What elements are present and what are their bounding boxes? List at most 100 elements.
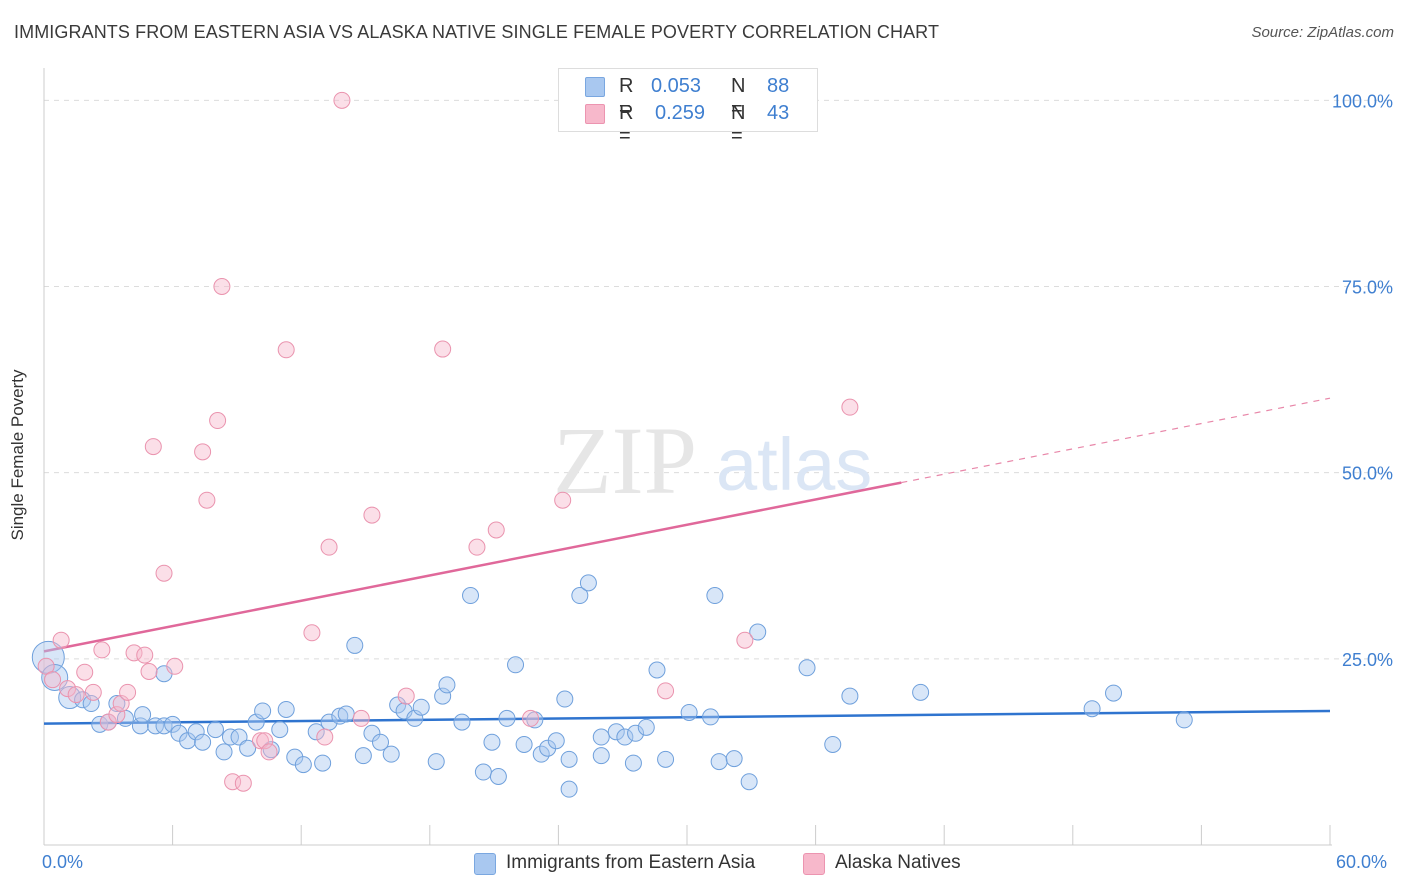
trend-line-alaska-native: [43, 481, 902, 653]
trend-lines: [43, 397, 1331, 725]
point-eastern-asia: [146, 717, 164, 735]
point-alaska-native: [468, 538, 486, 556]
x-axis-min-label: 0.0%: [42, 852, 84, 872]
point-eastern-asia: [1175, 711, 1193, 729]
point-eastern-asia: [507, 656, 525, 674]
point-eastern-asia: [194, 733, 212, 751]
point-alaska-native: [320, 538, 338, 556]
point-alaska-native: [736, 631, 754, 649]
axes: [43, 68, 1332, 846]
point-eastern-asia: [286, 748, 304, 766]
point-eastern-asia: [363, 724, 381, 742]
point-alaska-native: [194, 443, 212, 461]
point-alaska-native: [108, 706, 126, 724]
point-eastern-asia: [657, 750, 675, 768]
point-eastern-asia: [215, 743, 233, 761]
point-alaska-native: [316, 728, 334, 746]
point-alaska-native: [303, 624, 321, 642]
point-eastern-asia: [372, 733, 390, 751]
point-eastern-asia: [749, 623, 767, 641]
point-eastern-asia: [131, 717, 149, 735]
legend-r-value: 0.053: [651, 75, 702, 97]
legend-n-value: 88: [767, 75, 790, 97]
point-alaska-native: [125, 644, 143, 662]
point-eastern-asia: [438, 676, 456, 694]
point-eastern-asia: [155, 717, 173, 735]
point-eastern-asia: [483, 733, 501, 751]
point-eastern-asia: [206, 721, 224, 739]
point-eastern-asia: [474, 763, 492, 781]
point-alaska-native: [76, 663, 94, 681]
point-eastern-asia: [616, 728, 634, 746]
point-alaska-native: [277, 341, 295, 359]
point-eastern-asia: [725, 750, 743, 768]
point-eastern-asia: [706, 587, 724, 605]
point-alaska-native: [363, 506, 381, 524]
point-alaska-native: [67, 686, 85, 704]
point-eastern-asia: [271, 721, 289, 739]
point-alaska-native: [434, 340, 452, 358]
point-eastern-asia: [382, 745, 400, 763]
point-eastern-asia: [556, 690, 574, 708]
point-eastern-asia: [331, 707, 349, 725]
watermark: ZIP atlas: [553, 407, 872, 514]
watermark-zip: ZIP: [553, 407, 697, 514]
legend-r-label: R =: [619, 102, 634, 147]
point-alaska-native: [198, 491, 216, 509]
point-eastern-asia: [912, 683, 930, 701]
point-alaska-native: [554, 491, 572, 509]
point-eastern-asia: [187, 723, 205, 741]
point-eastern-asia: [571, 587, 589, 605]
point-eastern-asia: [824, 735, 842, 753]
point-eastern-asia: [462, 587, 480, 605]
point-eastern-asia: [427, 753, 445, 771]
point-eastern-asia: [515, 735, 533, 753]
point-alaska-native: [140, 662, 158, 680]
trend-line-alaska-native-extension: [901, 397, 1331, 484]
point-alaska-native: [44, 671, 62, 689]
watermark-atlas: atlas: [716, 423, 872, 506]
legend-r-value: 0.259: [655, 102, 706, 124]
source-label: Source: ZipAtlas.com: [1251, 24, 1394, 41]
point-eastern-asia: [230, 728, 248, 746]
y-tick-label: 75.0%: [1342, 278, 1393, 298]
point-eastern-asia: [277, 700, 295, 718]
legend-swatch-pink: [585, 104, 605, 124]
point-alaska-native: [99, 713, 117, 731]
point-alaska-native: [260, 743, 278, 761]
point-alaska-native: [397, 687, 415, 705]
point-eastern-asia: [354, 747, 372, 765]
point-alaska-native: [144, 438, 162, 456]
point-eastern-asia: [740, 773, 758, 791]
point-eastern-asia: [798, 659, 816, 677]
point-eastern-asia: [579, 574, 597, 592]
point-eastern-asia: [710, 753, 728, 771]
legend-r-label: R =: [619, 75, 634, 120]
point-eastern-asia: [841, 687, 859, 705]
point-alaska-native: [213, 278, 231, 296]
correlation-legend: R = 0.053 N = 88 R = 0.259 N = 43: [558, 68, 818, 147]
point-eastern-asia: [434, 687, 452, 705]
point-alaska-native: [234, 774, 252, 792]
point-eastern-asia: [337, 705, 355, 723]
point-eastern-asia: [648, 661, 666, 679]
point-alaska-native: [155, 564, 173, 582]
point-alaska-native: [166, 657, 184, 675]
point-alaska-native: [119, 683, 137, 701]
point-eastern-asia: [254, 702, 272, 720]
point-eastern-asia: [164, 715, 182, 733]
point-eastern-asia: [314, 754, 332, 772]
legend-swatch-blue: [585, 77, 605, 97]
point-eastern-asia: [607, 723, 625, 741]
point-eastern-asia: [170, 724, 188, 742]
point-eastern-asia: [389, 696, 407, 714]
point-eastern-asia: [82, 695, 100, 713]
point-eastern-asia: [627, 724, 645, 742]
y-tick-label: 100.0%: [1332, 91, 1393, 111]
point-eastern-asia: [560, 750, 578, 768]
bottom-legend-label: Immigrants from Eastern Asia: [506, 852, 756, 873]
point-alaska-native: [841, 398, 859, 416]
point-alaska-native: [487, 521, 505, 539]
legend-n-label: N =: [731, 102, 746, 147]
point-alaska-native: [52, 631, 70, 649]
